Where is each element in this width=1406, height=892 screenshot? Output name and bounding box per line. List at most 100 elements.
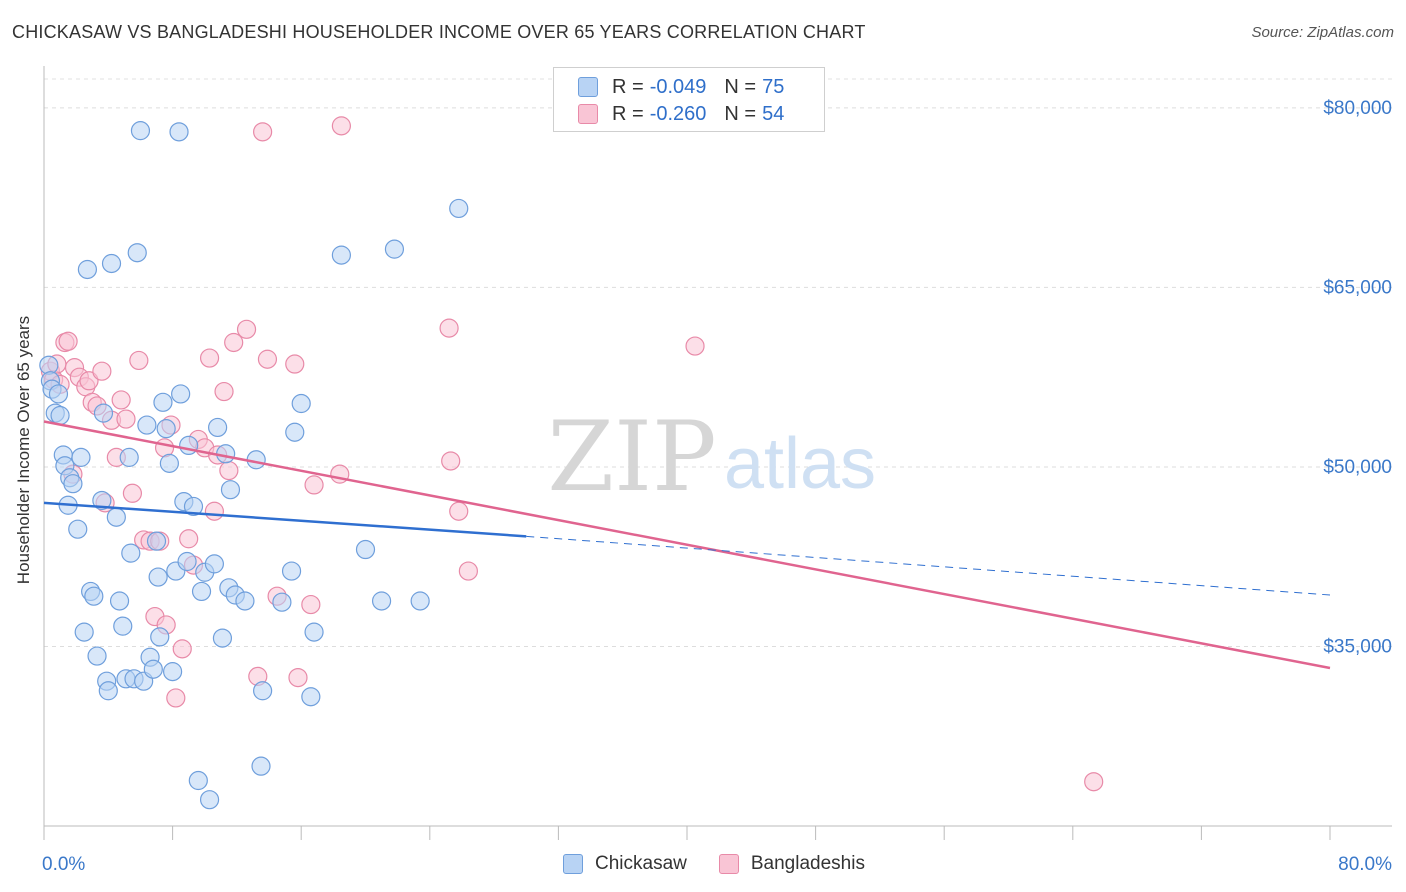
- series-legend: Chickasaw Bangladeshis: [563, 851, 897, 877]
- legend-item-chickasaw[interactable]: Chickasaw: [563, 853, 687, 875]
- chickasaw-trend-extension: [526, 535, 1331, 596]
- legend-item-bangladeshis[interactable]: Bangladeshis: [718, 853, 865, 875]
- grid-lines: [44, 78, 1392, 647]
- watermark-atlas: atlas: [724, 424, 876, 504]
- chickasaw-point: [127, 243, 147, 263]
- bangladeshi-point: [172, 639, 192, 659]
- chickasaw-point: [216, 444, 236, 464]
- chickasaw-point: [156, 419, 176, 439]
- chickasaw-point: [130, 121, 151, 141]
- chickasaw-point: [50, 405, 70, 426]
- chickasaw-point: [291, 393, 311, 414]
- bangladeshi-point: [301, 594, 321, 615]
- chickasaw-point: [77, 259, 98, 280]
- legend-row-bangladeshi: R = -0.260 N = 54: [578, 101, 784, 127]
- chickasaw-point: [101, 253, 122, 274]
- legend-label-bangladeshis: Bangladeshis: [750, 853, 865, 874]
- bangladeshi-point: [236, 319, 257, 339]
- chickasaw-point: [109, 591, 130, 611]
- chickasaw-point: [169, 122, 189, 142]
- bangladeshi-point: [199, 348, 220, 368]
- chickasaw-point: [272, 592, 292, 612]
- chickasaw-point: [119, 447, 139, 467]
- bangladeshi-point: [331, 116, 351, 136]
- bangladeshi-point: [288, 667, 308, 688]
- legend-r-label: R =: [612, 102, 644, 125]
- chart-title: CHICKASAW VS BANGLADESHI HOUSEHOLDER INC…: [12, 22, 866, 42]
- bangladeshi-point: [179, 529, 199, 549]
- chickasaw-point: [63, 474, 83, 494]
- bangladeshi-point: [1084, 772, 1104, 792]
- bangladeshi-point: [129, 350, 149, 371]
- watermark: ZIP atlas: [547, 401, 876, 513]
- bangladeshi-trend-line: [43, 420, 1331, 670]
- chickasaw-point: [301, 687, 321, 707]
- bangladeshi-point: [122, 483, 143, 503]
- chickasaw-point: [71, 447, 91, 467]
- chickasaw-point: [384, 239, 405, 259]
- bangladeshi-point: [58, 331, 78, 351]
- chickasaw-legend-swatch: [563, 854, 583, 874]
- chickasaw-point: [153, 392, 173, 412]
- chickasaw-point: [150, 627, 170, 647]
- chickasaw-point: [212, 628, 233, 648]
- legend-n-value: 75: [762, 75, 785, 98]
- chickasaw-swatch: [578, 77, 598, 97]
- bangladeshi-point: [79, 371, 99, 391]
- bangladeshi-legend-swatch: [718, 854, 739, 874]
- bangladeshi-point: [111, 390, 131, 410]
- legend-n-label: N =: [724, 102, 757, 125]
- y-tick-label: $35,000: [1323, 636, 1392, 657]
- bangladeshi-point: [458, 561, 478, 581]
- axes: [43, 66, 1392, 840]
- chickasaw-point: [331, 245, 351, 265]
- chickasaw-point: [410, 591, 430, 611]
- bangladeshi-point: [449, 501, 469, 521]
- chickasaw-point: [121, 543, 141, 563]
- source-label: Source: ZipAtlas.com: [1251, 24, 1394, 41]
- bangladeshi-point: [441, 451, 461, 471]
- chickasaw-point: [68, 519, 88, 539]
- chickasaw-point: [281, 561, 302, 581]
- chickasaw-point: [74, 622, 94, 642]
- chickasaw-point: [204, 554, 224, 574]
- chickasaw-point: [355, 539, 376, 560]
- tick-labels: $35,000 $50,000 $65,000 $80,000 0.0% 80.0%: [42, 98, 1392, 875]
- chickasaw-point: [304, 622, 324, 642]
- chickasaw-points: [39, 121, 469, 810]
- y-tick-label: $65,000: [1323, 277, 1392, 298]
- bangladeshi-point: [224, 332, 244, 353]
- bangladeshi-point: [285, 354, 305, 374]
- bangladeshi-point: [204, 501, 224, 521]
- watermark-zip: ZIP: [547, 401, 716, 513]
- chickasaw-point: [106, 507, 126, 527]
- bangladeshi-point: [166, 688, 186, 708]
- chickasaw-point: [188, 770, 208, 791]
- bangladeshi-point: [685, 336, 705, 356]
- chickasaw-point: [285, 422, 305, 442]
- y-tick-label: $50,000: [1323, 457, 1392, 478]
- legend-r-label: R =: [612, 75, 644, 98]
- legend-n-label: N =: [724, 75, 757, 98]
- bangladeshi-point: [257, 349, 278, 369]
- correlation-legend: R = -0.049 N = 75 R = -0.260 N = 54: [553, 67, 825, 132]
- chickasaw-point: [146, 531, 167, 551]
- legend-n-value: 54: [762, 102, 785, 125]
- chickasaw-point: [159, 453, 179, 473]
- chickasaw-point: [220, 480, 241, 500]
- bangladeshi-point: [439, 318, 459, 338]
- legend-r-value: -0.049: [649, 75, 707, 98]
- bangladeshi-point: [92, 361, 112, 381]
- bangladeshi-point: [253, 122, 273, 142]
- chickasaw-trend-line: [43, 501, 527, 538]
- chickasaw-point: [177, 551, 197, 572]
- y-tick-label: $80,000: [1323, 98, 1392, 119]
- chickasaw-point: [191, 581, 212, 602]
- x-tick-label: 80.0%: [1338, 854, 1392, 875]
- chickasaw-point: [163, 662, 183, 682]
- chickasaw-point: [371, 591, 392, 611]
- chickasaw-point: [235, 591, 255, 611]
- chickasaw-point: [143, 659, 163, 679]
- legend-label-chickasaw: Chickasaw: [595, 853, 687, 874]
